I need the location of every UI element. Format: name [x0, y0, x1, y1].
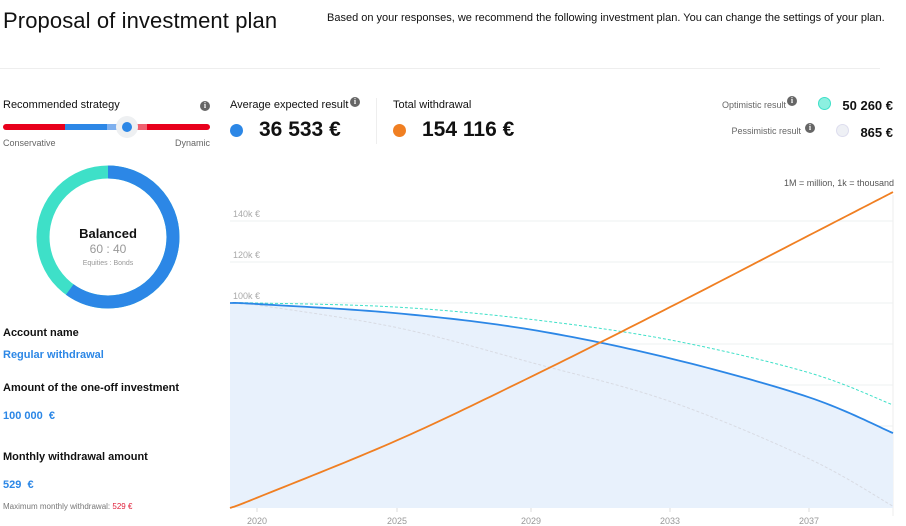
- max-withdrawal-label: Maximum monthly withdrawal:: [3, 502, 111, 511]
- optimistic-value: 50 260 €: [842, 98, 893, 113]
- optimistic-dot-icon: [818, 97, 831, 110]
- expected-area: [230, 302, 893, 508]
- info-icon[interactable]: i: [350, 97, 360, 107]
- strategy-slider-handle[interactable]: [116, 116, 138, 138]
- y-tick-label: 120k €: [233, 250, 260, 260]
- investment-value[interactable]: 100 000 €: [3, 410, 55, 422]
- info-icon[interactable]: i: [787, 96, 797, 106]
- optimistic-line: [229, 302, 894, 406]
- x-tick-label: 2020: [247, 516, 267, 526]
- strategy-label: Recommended strategy: [3, 99, 120, 111]
- expected-line: [229, 302, 894, 434]
- y-tick-label: 100k €: [233, 291, 260, 301]
- strategy-name: Balanced: [79, 226, 137, 241]
- x-tick-label: 2025: [387, 516, 407, 526]
- withdrawal-dot-icon: [393, 124, 406, 137]
- info-icon[interactable]: i: [200, 101, 210, 111]
- withdrawal-line: [229, 191, 894, 509]
- expected-value: 36 533 €: [259, 118, 341, 141]
- x-tick-label: 2033: [660, 516, 680, 526]
- expected-label: Average expected result: [230, 99, 349, 111]
- allocation-ratio: 60 : 40: [89, 242, 127, 256]
- page-subtitle: Based on your responses, we recommend th…: [327, 12, 885, 24]
- allocation-ratio-label: Equities : Bonds: [82, 260, 134, 267]
- account-name-value[interactable]: Regular withdrawal: [3, 349, 104, 361]
- withdrawal-value[interactable]: 529 €: [3, 479, 34, 491]
- pessimistic-line: [229, 302, 894, 507]
- equities-segment: [36, 165, 180, 309]
- x-tick-label: 2029: [521, 516, 541, 526]
- units-note: 1M = million, 1k = thousand: [783, 178, 894, 188]
- allocation-donut: [36, 165, 180, 309]
- expected-dot-icon: [230, 124, 243, 137]
- total-withdrawal-value: 154 116 €: [422, 118, 515, 141]
- divider: [376, 98, 377, 144]
- total-withdrawal-label: Total withdrawal: [393, 99, 472, 111]
- pessimistic-value: 865 €: [860, 125, 893, 140]
- max-withdrawal-note: Maximum monthly withdrawal: 529 €: [3, 502, 132, 511]
- info-icon[interactable]: i: [805, 123, 815, 133]
- withdrawal-label: Monthly withdrawal amount: [3, 451, 148, 463]
- account-name-label: Account name: [3, 327, 79, 339]
- investment-label: Amount of the one-off investment: [3, 382, 179, 394]
- max-withdrawal-value: 529 €: [112, 502, 133, 511]
- conservative-label: Conservative: [3, 138, 56, 148]
- optimistic-label: Optimistic result: [721, 100, 786, 110]
- page-title: Proposal of investment plan: [3, 8, 278, 33]
- dynamic-label: Dynamic: [175, 138, 211, 148]
- pessimistic-label: Pessimistic result: [731, 126, 801, 136]
- divider: [0, 68, 880, 69]
- pessimistic-dot-icon: [836, 124, 849, 137]
- x-tick-label: 2037: [799, 516, 819, 526]
- y-tick-label: 140k €: [233, 209, 260, 219]
